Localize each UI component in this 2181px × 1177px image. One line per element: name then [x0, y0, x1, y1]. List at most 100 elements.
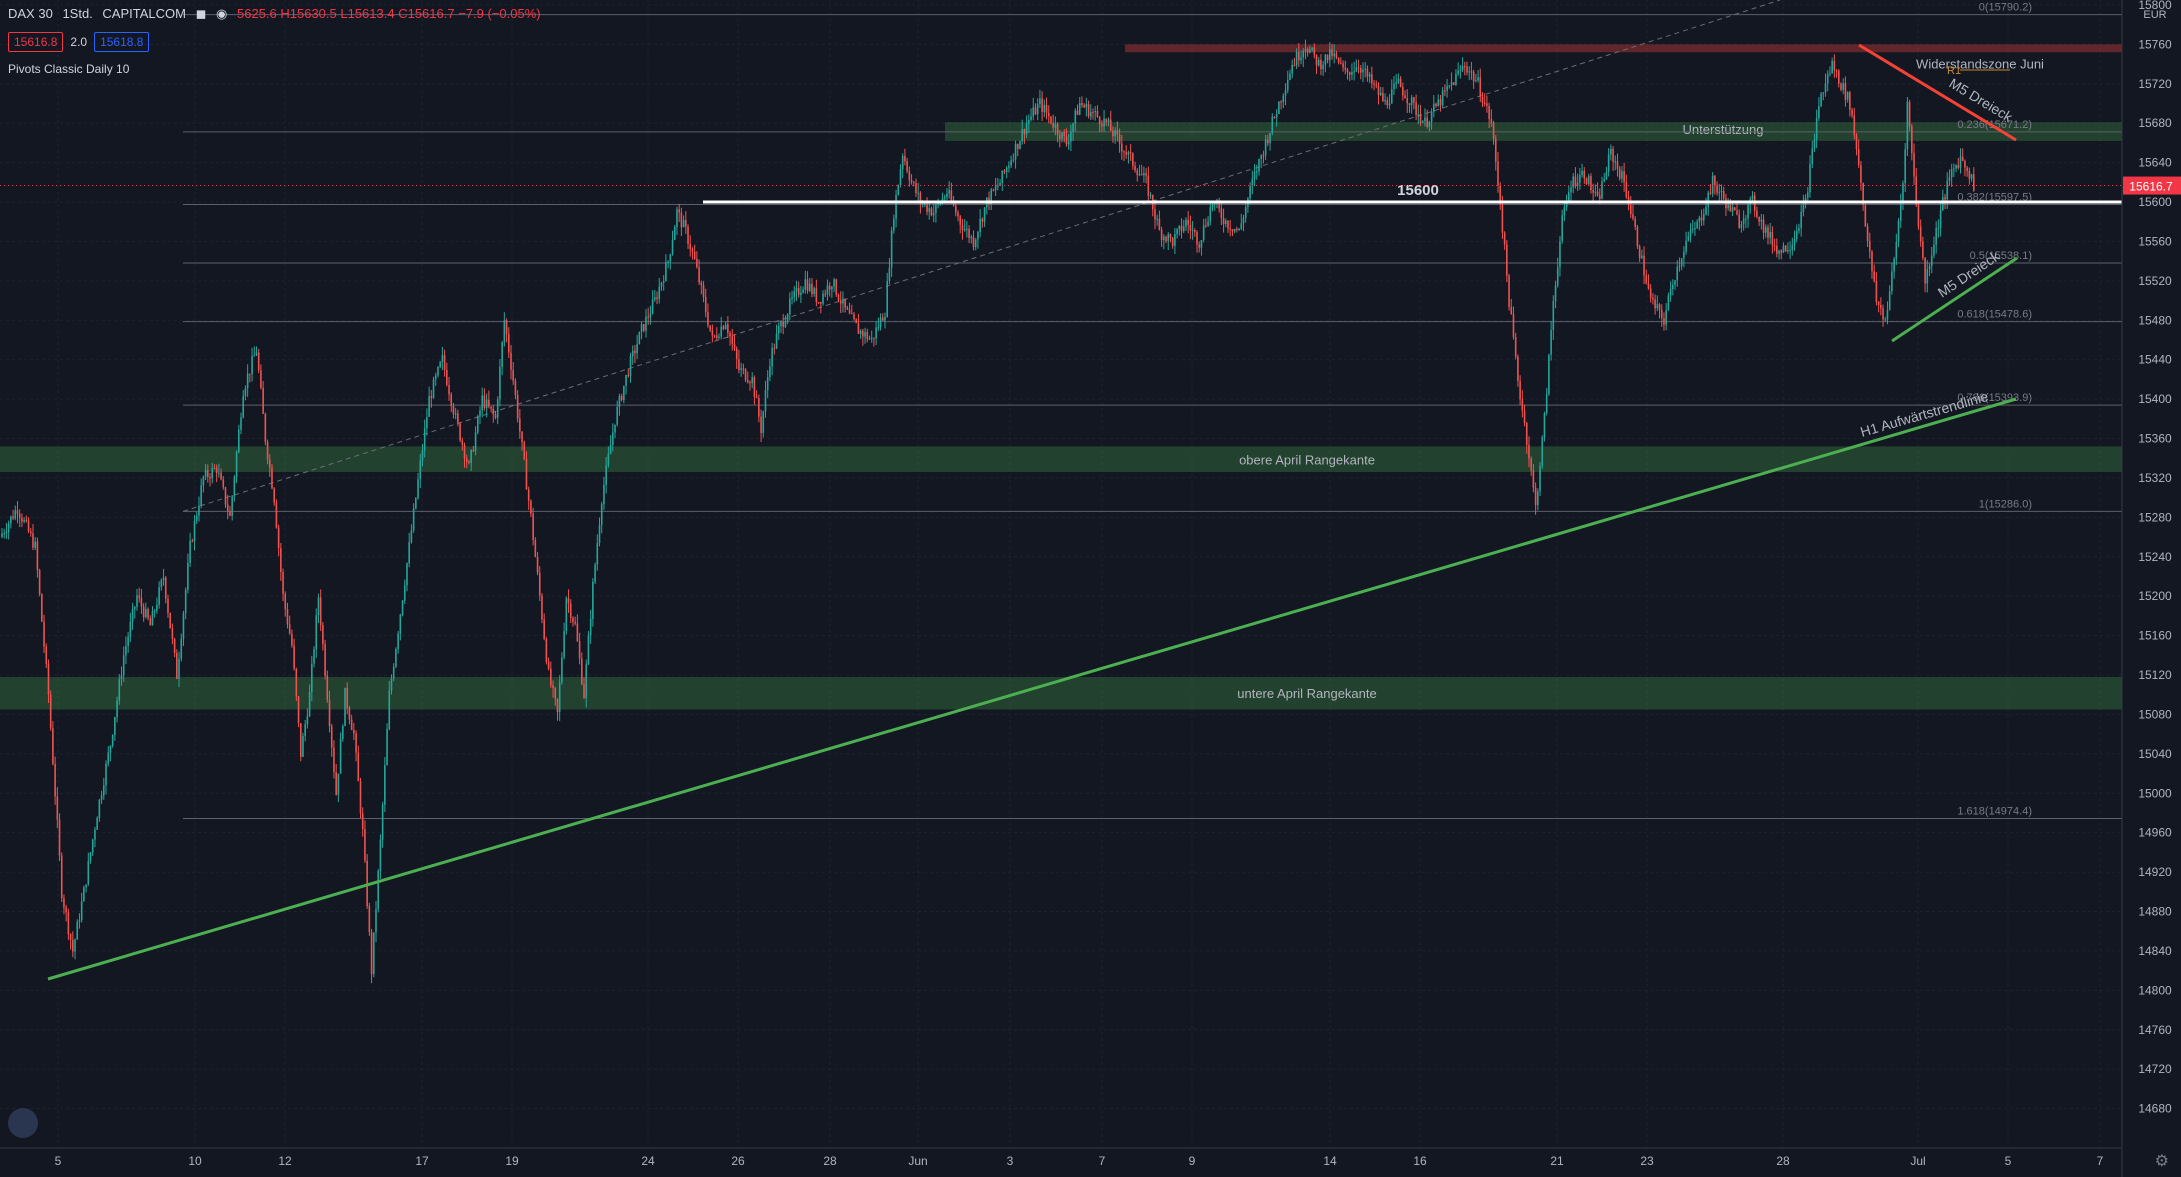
candle-body: [1063, 132, 1066, 137]
candle-body: [935, 204, 937, 213]
y-tick-label: 15360: [2138, 432, 2172, 446]
candle-body: [1182, 226, 1185, 232]
candle-body: [1236, 228, 1238, 230]
candle-body: [589, 618, 592, 636]
candle-body: [598, 524, 601, 544]
candle-body: [401, 600, 404, 615]
candle-body: [735, 348, 738, 360]
candle-body: [1641, 255, 1643, 258]
candle-body: [368, 906, 371, 933]
candle-body: [1919, 226, 1922, 242]
candle-body: [191, 540, 194, 542]
candle-body: [452, 405, 455, 415]
candle-body: [235, 452, 238, 478]
candle-body: [200, 485, 202, 506]
interval-label[interactable]: 1Std.: [62, 6, 93, 21]
candle-body: [811, 283, 813, 295]
candle-body: [1280, 101, 1282, 103]
candle-body: [773, 348, 776, 350]
candle-body: [1842, 83, 1845, 90]
candle-body: [574, 621, 576, 624]
candle-body: [789, 298, 791, 315]
flag-icon[interactable]: ◼: [195, 6, 207, 21]
candle-body: [1424, 117, 1426, 122]
x-tick-label: 5: [55, 1154, 62, 1168]
candle-body: [67, 912, 70, 935]
y-tick-label: 15160: [2138, 629, 2172, 643]
y-axis-panel: [2122, 0, 2181, 1177]
candle-body: [1098, 116, 1101, 124]
candle-body: [1045, 104, 1048, 113]
candle-body: [558, 682, 561, 713]
candle-body: [485, 399, 488, 408]
candle-body: [1525, 423, 1528, 445]
candle-body: [1490, 118, 1493, 123]
candle-body: [1315, 54, 1318, 66]
candle-body: [1769, 231, 1771, 238]
candle-body: [1377, 85, 1380, 96]
candle-body: [465, 458, 468, 462]
candle-body: [47, 663, 50, 695]
candle-body: [109, 745, 112, 753]
candle-body: [1359, 67, 1362, 73]
candle-body: [1160, 229, 1163, 241]
candle-body: [457, 413, 459, 424]
gear-icon[interactable]: ⚙: [2154, 1153, 2169, 1170]
candle-body: [52, 728, 54, 765]
x-tick-label: 26: [731, 1154, 745, 1168]
candle-body: [1933, 244, 1935, 256]
candle-body: [1273, 117, 1276, 119]
candle-body: [1167, 234, 1170, 242]
candle-body: [160, 580, 163, 588]
candle-body: [1530, 458, 1532, 471]
candle-body: [1709, 192, 1712, 194]
candle-body: [846, 307, 849, 310]
candle-body: [1835, 70, 1838, 72]
candle-body: [1138, 174, 1141, 176]
source-label: CAPITALCOM: [102, 6, 186, 21]
candle-body: [1227, 220, 1229, 229]
candle-body: [870, 337, 873, 339]
candle-body: [561, 657, 563, 683]
candle-body: [1930, 255, 1933, 267]
candle-body: [625, 375, 627, 386]
candle-body: [977, 232, 979, 240]
sell-button[interactable]: 15616.8: [8, 32, 64, 52]
candle-body: [372, 932, 375, 975]
candle-body: [534, 539, 537, 557]
candle-body: [403, 585, 406, 601]
candle-body: [386, 729, 388, 766]
eye-icon[interactable]: ◉: [216, 6, 228, 21]
candle-body: [1807, 192, 1809, 198]
candle-body: [806, 279, 809, 291]
x-tick-label: 23: [1640, 1154, 1654, 1168]
tradingview-logo-icon[interactable]: [8, 1108, 38, 1138]
candle-body: [1550, 330, 1552, 355]
candle-body: [1433, 103, 1435, 112]
candle-body: [1249, 186, 1251, 199]
symbol-header[interactable]: DAX 30 1Std. CAPITALCOM ◼ ◉ 5625.6 H1563…: [8, 6, 547, 22]
candle-body: [1833, 60, 1836, 71]
candle-body: [587, 635, 590, 665]
indicator-legend[interactable]: Pivots Classic Daily 10: [8, 62, 130, 76]
candle-body: [1548, 354, 1550, 395]
candle-body: [820, 302, 822, 304]
candle-body: [1486, 103, 1488, 106]
candle-body: [1333, 53, 1336, 57]
symbol-name[interactable]: DAX 30: [8, 6, 53, 21]
buy-button[interactable]: 15618.8: [94, 32, 150, 52]
candle-body: [1658, 304, 1661, 310]
candle-body: [153, 610, 156, 612]
candle-body: [519, 418, 521, 432]
candle-body: [924, 203, 926, 205]
h1-uptrend-line: [47, 397, 2017, 981]
candle-body: [1970, 174, 1973, 179]
candle-body: [835, 279, 838, 296]
candle-body: [746, 380, 749, 383]
candle-body: [231, 496, 233, 516]
candle-body: [96, 817, 98, 830]
candle-body: [1913, 153, 1915, 177]
candle-body: [800, 292, 802, 295]
candle-body: [1016, 143, 1019, 149]
